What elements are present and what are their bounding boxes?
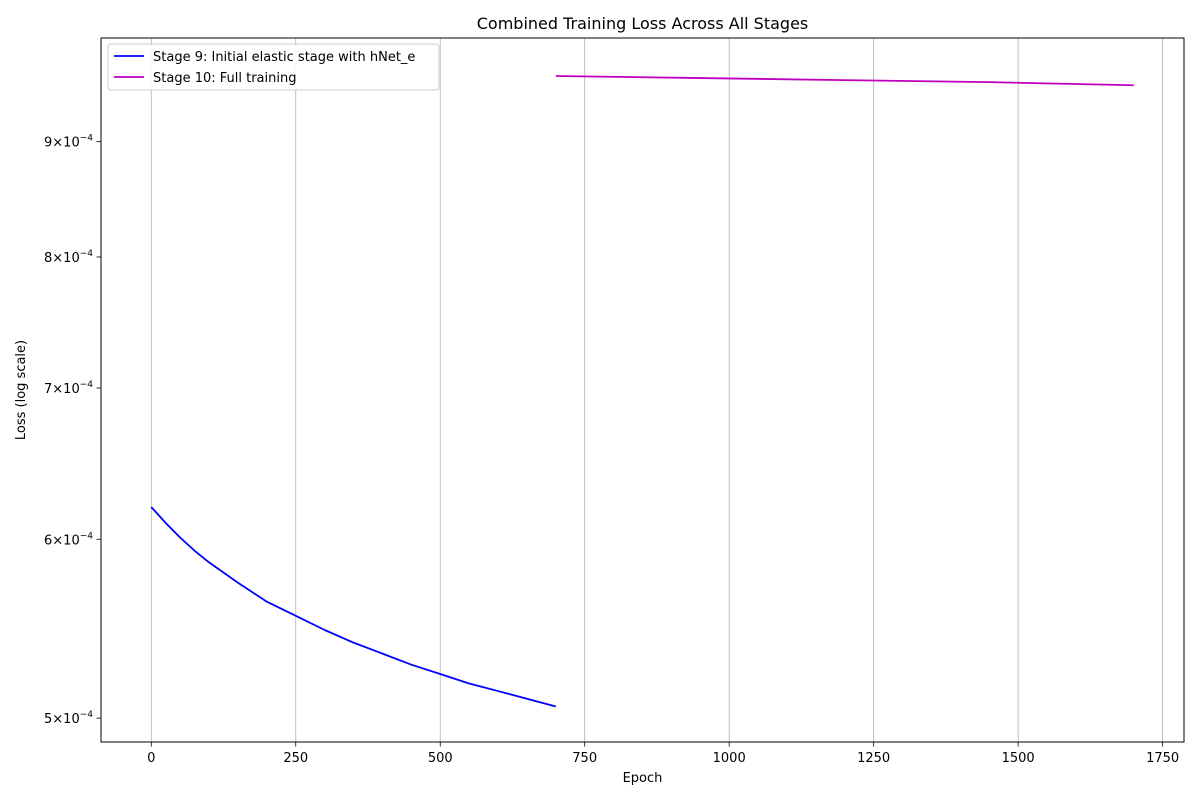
x-tick-label: 1250 [857,751,890,766]
y-tick-times: ×10 [52,135,79,150]
y-tick-label: 8×10−4 [44,249,93,266]
y-axis-label: Loss (log scale) [14,340,29,440]
y-tick-label: 7×10−4 [44,380,93,397]
y-tick-label: 6×10−4 [44,531,93,548]
y-tick-exponent: −4 [80,380,94,390]
legend-label-stage-10: Stage 10: Full training [153,71,296,86]
x-tick-label: 1750 [1146,751,1179,766]
x-tick-label: 250 [283,751,308,766]
legend: Stage 9: Initial elastic stage with hNet… [107,43,440,91]
x-tick-label: 1500 [1002,751,1035,766]
x-axis-ticks: 0 250 500 750 1000 1250 1500 1750 [147,742,1179,766]
series-lines [150,75,1134,708]
x-tick-label: 1000 [713,751,746,766]
y-tick-exponent: −4 [80,249,94,259]
grid-lines [150,38,1164,742]
y-tick-mantissa: 5 [44,712,52,727]
y-tick-times: ×10 [52,533,79,548]
legend-label-stage-9: Stage 9: Initial elastic stage with hNet… [153,50,415,65]
y-tick-mantissa: 7 [44,382,52,397]
y-tick-label: 5×10−4 [44,710,93,727]
x-tick-label: 0 [147,751,155,766]
plot-area [101,38,1184,742]
y-tick-times: ×10 [52,382,79,397]
y-tick-times: ×10 [52,712,79,727]
y-tick-label: 9×10−4 [44,133,93,150]
y-tick-mantissa: 6 [44,533,52,548]
y-tick-exponent: −4 [80,710,94,720]
y-tick-mantissa: 9 [44,135,52,150]
series-line-1 [555,75,1134,87]
y-tick-exponent: −4 [80,133,94,143]
legend-box [107,43,440,91]
x-tick-label: 500 [428,751,453,766]
y-tick-times: ×10 [52,251,79,266]
x-tick-label: 750 [572,751,597,766]
chart-title: Combined Training Loss Across All Stages [477,14,809,33]
plot-frame [100,37,1185,743]
series-line-0 [150,506,557,708]
y-tick-mantissa: 8 [44,251,52,266]
y-tick-exponent: −4 [80,531,94,541]
x-axis-label: Epoch [623,771,663,786]
y-axis-ticks: 5×10−46×10−47×10−48×10−49×10−4 [44,133,101,727]
